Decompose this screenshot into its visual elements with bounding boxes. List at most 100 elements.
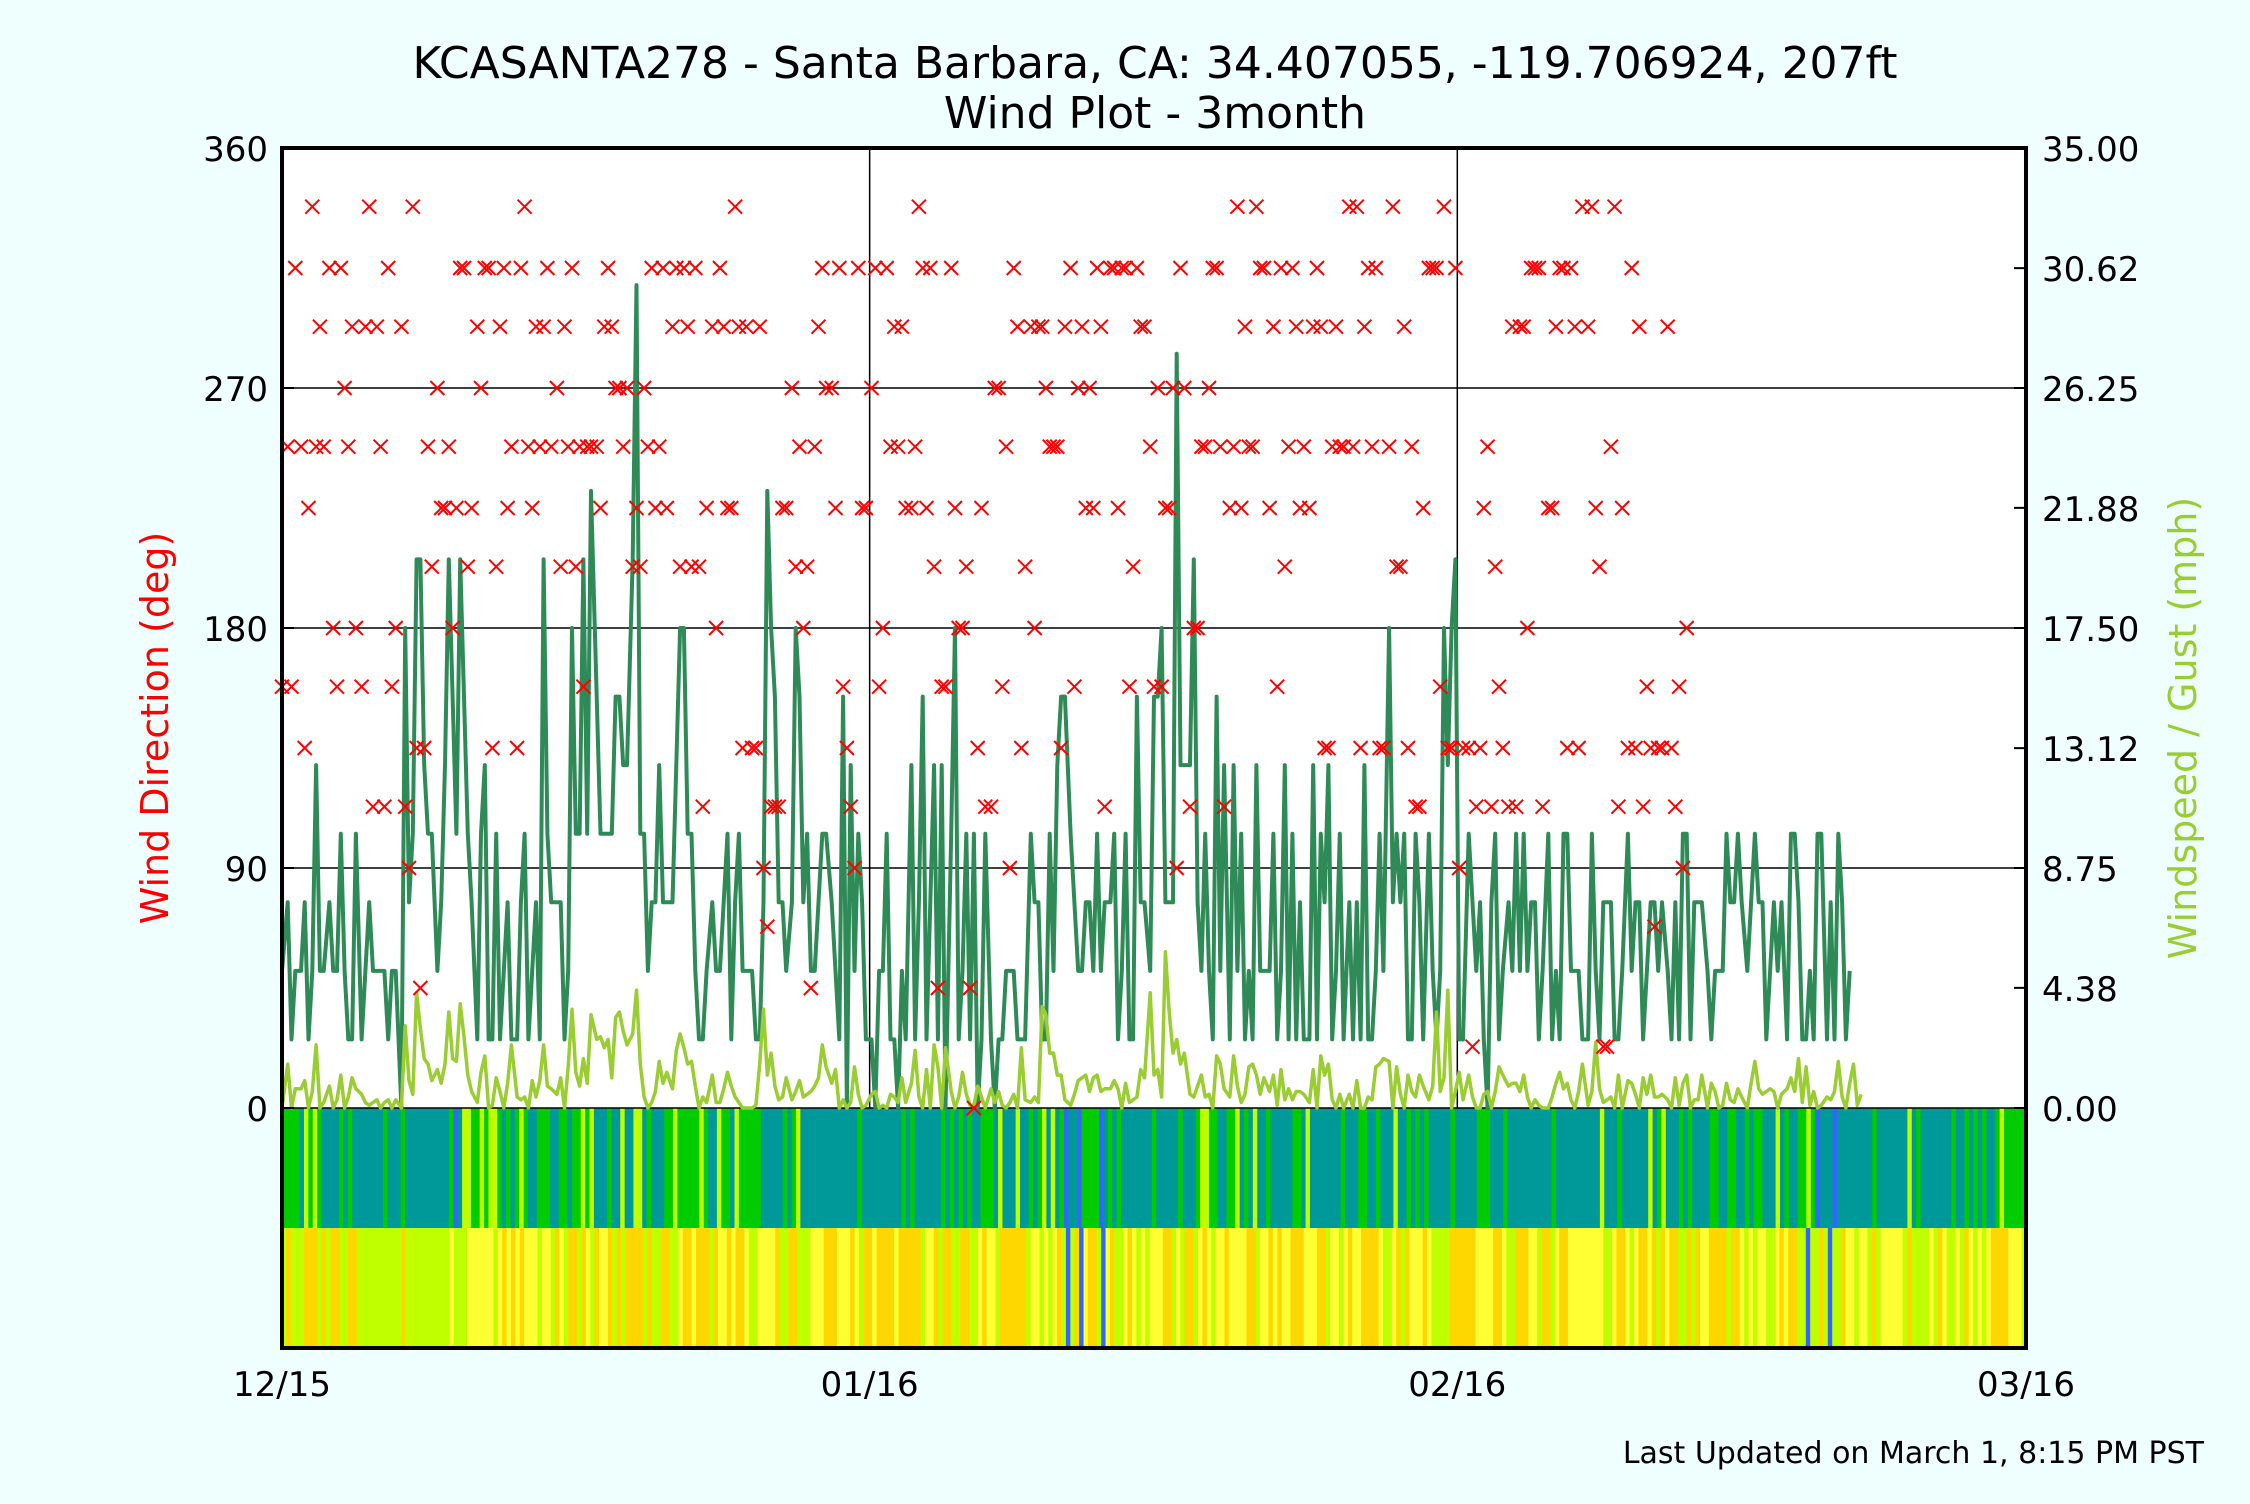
band-cell	[1088, 1228, 1093, 1348]
band-cell	[405, 1108, 410, 1228]
band-cell	[1727, 1228, 1732, 1348]
band-cell	[1682, 1228, 1687, 1348]
band-cell	[692, 1228, 697, 1348]
band-cell	[1626, 1108, 1631, 1228]
band-cell	[467, 1228, 472, 1348]
band-cell	[1679, 1108, 1684, 1228]
band-cell	[551, 1228, 556, 1348]
band-cell	[467, 1108, 472, 1228]
band-cell	[1387, 1228, 1392, 1348]
band-cell	[419, 1228, 424, 1348]
band-cell	[727, 1228, 732, 1348]
band-cell	[828, 1228, 833, 1348]
band-cell	[925, 1228, 930, 1348]
band-cell	[1191, 1108, 1196, 1228]
band-cell	[476, 1228, 481, 1348]
band-cell	[1973, 1228, 1978, 1348]
band-cell	[1625, 1228, 1630, 1348]
band-cell	[1713, 1228, 1718, 1348]
band-cell	[1854, 1228, 1859, 1348]
band-cell	[686, 1108, 691, 1228]
band-cell	[1634, 1228, 1639, 1348]
band-cell	[1282, 1228, 1287, 1348]
band-cell	[802, 1228, 807, 1348]
band-cell	[1978, 1228, 1983, 1348]
band-cell	[1942, 1228, 1947, 1348]
band-cell	[893, 1108, 898, 1228]
band-cell	[1868, 1108, 1873, 1228]
band-cell	[598, 1108, 603, 1228]
band-cell	[700, 1228, 705, 1348]
band-cell	[440, 1108, 445, 1228]
band-cell	[1833, 1108, 1838, 1228]
band-cell	[1779, 1228, 1784, 1348]
band-cell	[1947, 1228, 1952, 1348]
band-cell	[1370, 1228, 1375, 1348]
band-cell	[1666, 1108, 1671, 1228]
band-cell	[1147, 1108, 1152, 1228]
band-cell	[1697, 1108, 1702, 1228]
band-cell	[1991, 1108, 1996, 1228]
band-cell	[554, 1108, 559, 1228]
band-cell	[1393, 1108, 1398, 1228]
band-cell	[682, 1108, 687, 1228]
band-cell	[1855, 1108, 1860, 1228]
band-cell	[1511, 1228, 1516, 1348]
band-cell	[1530, 1108, 1535, 1228]
band-cell	[960, 1228, 965, 1348]
band-cell	[1793, 1228, 1798, 1348]
band-cell	[770, 1108, 775, 1228]
direction-color-band	[282, 1108, 2027, 1228]
band-cell	[1363, 1108, 1368, 1228]
band-cell	[967, 1108, 972, 1228]
band-cell	[734, 1108, 739, 1228]
band-cell	[1678, 1228, 1683, 1348]
band-cell	[1709, 1228, 1714, 1348]
band-cell	[1079, 1228, 1084, 1348]
band-cell	[533, 1228, 538, 1348]
band-cell	[1969, 1228, 1974, 1348]
band-cell	[1630, 1228, 1635, 1348]
band-cell	[564, 1228, 569, 1348]
band-cell	[348, 1108, 353, 1228]
band-cell	[797, 1228, 802, 1348]
band-cell	[1238, 1228, 1243, 1348]
band-cell	[436, 1108, 441, 1228]
band-cell	[1828, 1108, 1833, 1228]
band-cell	[1266, 1108, 1271, 1228]
band-cell	[427, 1228, 432, 1348]
band-cell	[1194, 1228, 1199, 1348]
band-cell	[436, 1228, 441, 1348]
right-tick-label: 35.00	[2042, 130, 2139, 170]
band-cell	[317, 1108, 322, 1228]
band-cell	[573, 1228, 578, 1348]
band-cell	[1358, 1108, 1363, 1228]
band-cell	[1348, 1228, 1353, 1348]
band-cell	[991, 1228, 996, 1348]
band-cell	[1644, 1108, 1649, 1228]
band-cell	[1042, 1108, 1047, 1228]
band-cell	[352, 1108, 357, 1228]
band-cell	[423, 1228, 428, 1348]
band-cell	[656, 1228, 661, 1348]
band-cell	[1815, 1228, 1820, 1348]
band-cell	[1011, 1108, 1016, 1228]
band-cell	[1224, 1228, 1229, 1348]
band-cell	[1969, 1108, 1974, 1228]
band-cell	[954, 1108, 959, 1228]
band-cell	[998, 1108, 1003, 1228]
band-cell	[379, 1108, 384, 1228]
band-cell	[1121, 1108, 1126, 1228]
band-cell	[480, 1108, 485, 1228]
band-cell	[899, 1228, 904, 1348]
band-cell	[1512, 1108, 1517, 1228]
band-cell	[894, 1228, 899, 1348]
band-cell	[903, 1228, 908, 1348]
band-cell	[1670, 1108, 1675, 1228]
band-cell	[1515, 1228, 1520, 1348]
band-cell	[1603, 1228, 1608, 1348]
band-cell	[1445, 1228, 1450, 1348]
band-cell	[1696, 1228, 1701, 1348]
band-cell	[1471, 1228, 1476, 1348]
band-cell	[620, 1108, 625, 1228]
